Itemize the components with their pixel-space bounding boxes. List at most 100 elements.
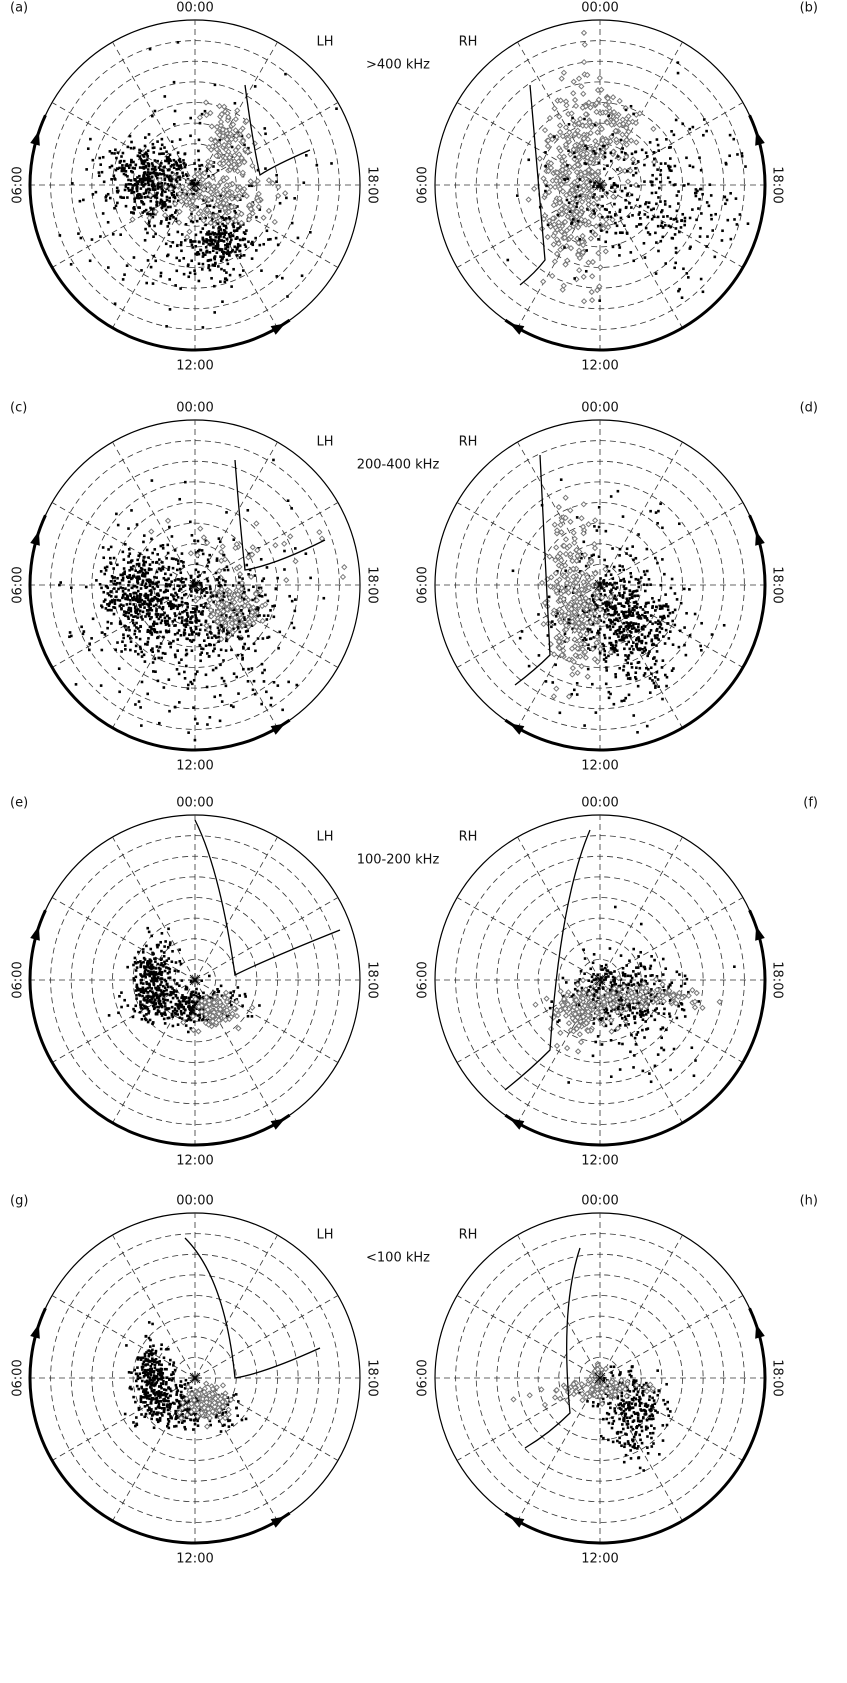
point [234,168,241,175]
point [127,547,131,551]
point [562,261,569,268]
point [151,188,155,191]
point [132,256,136,259]
point [587,104,594,111]
point [200,163,204,167]
point [570,658,578,665]
point [661,617,664,621]
point [601,215,604,219]
point [194,615,198,618]
point [124,614,127,618]
point [240,596,244,599]
point [217,235,220,239]
point [636,629,639,633]
point [164,190,167,194]
point [173,196,177,200]
point [607,654,610,658]
point [593,525,596,528]
point [679,226,683,229]
point [164,578,167,582]
point [119,195,122,199]
point [639,617,643,620]
point [199,997,203,1001]
point [222,553,225,557]
point [186,1000,189,1004]
point [188,1017,191,1020]
point [335,107,338,110]
point [146,171,150,174]
point [659,162,663,165]
radial-line [194,441,278,586]
point [135,188,139,191]
point [198,1016,202,1019]
point [189,617,192,621]
point [154,960,157,963]
point [579,623,586,630]
point [701,290,705,294]
point [580,195,587,202]
point [175,568,179,572]
point [58,583,61,587]
point [117,189,120,193]
point [618,666,622,670]
point [190,1000,193,1004]
point [199,583,203,586]
point [168,217,172,221]
point [631,607,635,610]
point [120,650,123,653]
point [576,548,583,555]
point [592,196,595,199]
point [591,682,594,686]
point [147,982,151,986]
point [151,146,155,150]
point [286,499,290,502]
point [171,1015,174,1019]
point [702,118,706,121]
point [678,287,681,291]
point [253,692,257,696]
point [189,980,193,983]
point [571,609,578,616]
point [154,174,158,178]
point [646,215,650,219]
point [179,571,183,575]
point [604,656,608,660]
point [589,645,596,653]
point [148,177,152,181]
point [604,529,608,533]
point [243,117,250,125]
point [68,631,72,634]
point [241,577,244,580]
point [173,653,177,657]
point [194,568,198,572]
point [166,543,170,547]
point [229,251,232,254]
point [189,994,193,998]
point [135,997,138,1000]
point [603,144,606,148]
point [139,598,142,602]
point [195,253,199,256]
point [613,213,617,216]
point [209,242,212,246]
point [197,525,204,532]
point [276,684,280,687]
point [266,599,270,603]
point [94,190,98,194]
point [169,645,173,649]
point [241,1004,244,1008]
point [330,162,333,165]
point [112,612,116,616]
point [174,284,177,287]
point [542,191,549,198]
point [225,632,229,636]
point [186,615,190,618]
point [120,155,123,158]
point [655,636,659,640]
point [145,548,149,552]
point [623,591,626,594]
point [169,214,172,218]
point [556,195,563,202]
radial-line [194,102,339,186]
point [267,238,270,241]
